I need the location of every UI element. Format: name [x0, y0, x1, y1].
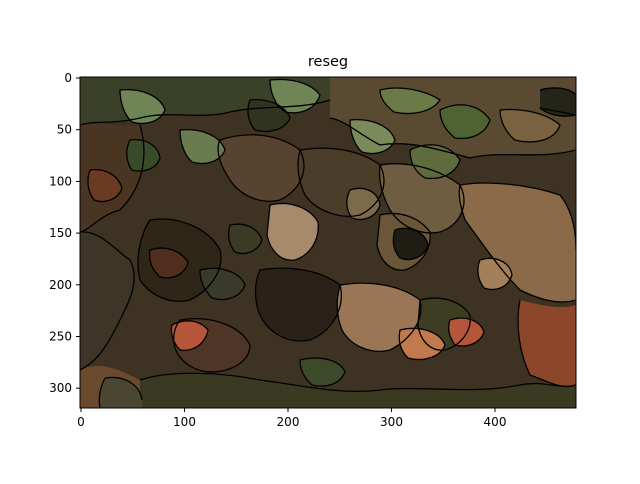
x-tick-label: 100 — [173, 415, 196, 429]
y-tick-label: 100 — [49, 174, 72, 188]
y-tick-label: 300 — [49, 381, 72, 395]
axes-frame — [79, 76, 577, 409]
segmented-image — [80, 77, 576, 408]
x-tick-label: 0 — [77, 415, 85, 429]
y-tick-label: 150 — [49, 226, 72, 240]
x-tick-label: 200 — [277, 415, 300, 429]
x-tick-label: 400 — [484, 415, 507, 429]
x-axis: 0 100 200 300 400 — [77, 408, 506, 429]
y-tick-label: 50 — [57, 123, 72, 137]
y-axis: 0 50 100 150 200 250 300 — [49, 71, 80, 395]
plot-title: reseg — [307, 54, 349, 70]
y-tick-label: 250 — [49, 330, 72, 344]
x-tick-label: 300 — [380, 415, 403, 429]
y-tick-label: 200 — [49, 278, 72, 292]
y-tick-label: 0 — [64, 71, 72, 85]
